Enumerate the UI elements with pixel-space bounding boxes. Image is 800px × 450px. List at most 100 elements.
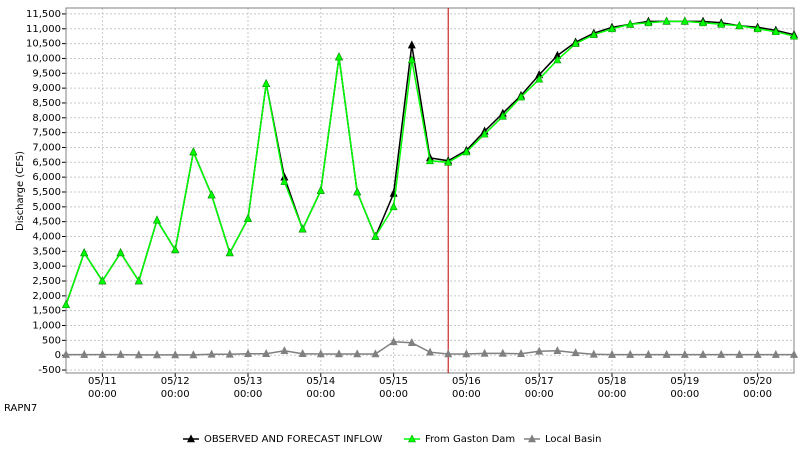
marker (717, 349, 726, 358)
x-tick-label: 05/16 00:00 (451, 376, 481, 400)
x-tick-label: 05/20 00:00 (743, 376, 772, 400)
y-tick-label: 3,000 (32, 261, 61, 272)
y-tick-label: 2,000 (32, 291, 61, 302)
marker (407, 55, 416, 64)
marker (462, 147, 471, 156)
marker (335, 52, 343, 61)
marker (62, 300, 70, 309)
marker (644, 349, 653, 358)
legend-marker (528, 434, 536, 443)
marker (335, 349, 343, 358)
marker (480, 348, 489, 357)
marker (62, 349, 70, 358)
marker (790, 31, 798, 40)
marker (735, 349, 744, 358)
y-tick-label: 10,000 (26, 53, 61, 64)
marker (371, 349, 380, 358)
marker (699, 18, 707, 27)
legend-label: Local Basin (545, 434, 601, 445)
y-tick-label: 5,500 (32, 187, 61, 198)
station-label: RAPN7 (4, 403, 37, 414)
x-tick-label: 05/12 00:00 (160, 376, 190, 400)
y-tick-label: 8,000 (32, 113, 61, 124)
marker (244, 214, 252, 222)
marker (280, 346, 289, 355)
marker (116, 248, 125, 257)
marker (189, 350, 198, 359)
y-tick-label: 6,000 (32, 172, 61, 183)
marker (589, 349, 598, 358)
legend-item: Local Basin (524, 434, 601, 445)
y-tick-label: 4,500 (32, 217, 61, 228)
marker (589, 30, 598, 39)
marker (662, 16, 671, 25)
marker (517, 349, 525, 358)
marker (626, 19, 635, 28)
marker (134, 350, 143, 359)
y-tick-label: 0 (55, 350, 61, 361)
marker (553, 55, 562, 64)
marker (171, 245, 180, 254)
marker (790, 349, 798, 358)
legend-label: From Gaston Dam (425, 434, 515, 445)
marker (426, 347, 434, 356)
marker (98, 349, 107, 358)
marker (225, 248, 234, 257)
marker (262, 78, 271, 87)
marker (116, 349, 125, 358)
marker (553, 346, 562, 355)
marker (680, 16, 689, 25)
marker (571, 38, 580, 47)
marker (680, 349, 689, 358)
marker (407, 338, 416, 347)
marker (298, 224, 307, 233)
marker (189, 147, 198, 156)
marker (480, 129, 489, 138)
legend-marker (408, 434, 416, 443)
legend-item: From Gaston Dam (404, 434, 515, 445)
y-tick-label: 9,000 (32, 83, 61, 94)
marker (98, 276, 107, 285)
marker (353, 349, 362, 358)
marker (80, 349, 89, 358)
y-tick-label: 4,000 (32, 231, 61, 242)
y-tick-label: 9,500 (32, 68, 61, 79)
y-tick-label: 7,000 (32, 142, 61, 153)
marker (444, 157, 453, 166)
marker (753, 349, 762, 358)
marker (626, 349, 635, 358)
marker (134, 276, 143, 285)
y-tick-label: 6,500 (32, 157, 61, 168)
y-tick-label: 11,500 (26, 9, 61, 20)
y-tick-label: 3,500 (32, 246, 61, 257)
marker (316, 185, 325, 194)
marker (207, 349, 216, 358)
marker (444, 349, 453, 358)
marker (244, 349, 252, 358)
marker (207, 190, 216, 199)
y-tick-label: 1,000 (32, 321, 61, 332)
marker (80, 248, 89, 257)
y-tick-label: 5,000 (32, 202, 61, 213)
x-tick-label: 05/19 00:00 (670, 376, 700, 400)
legend-marker (187, 434, 195, 443)
y-tick-label: 11,000 (26, 24, 61, 35)
marker (426, 156, 434, 165)
marker (608, 24, 616, 33)
marker (353, 187, 362, 196)
marker (225, 349, 234, 358)
marker (371, 231, 380, 240)
marker (644, 18, 653, 27)
y-tick-label: 7,500 (32, 128, 61, 139)
x-tick-label: 05/15 00:00 (379, 376, 408, 400)
marker (771, 27, 780, 36)
marker (389, 202, 398, 211)
x-tick-label: 05/18 00:00 (597, 376, 627, 400)
y-tick-label: 8,500 (32, 98, 61, 109)
legend-item: OBSERVED AND FORECAST INFLOW (183, 434, 382, 445)
x-tick-label: 05/11 00:00 (87, 376, 117, 400)
marker (571, 348, 580, 357)
marker (280, 176, 289, 185)
